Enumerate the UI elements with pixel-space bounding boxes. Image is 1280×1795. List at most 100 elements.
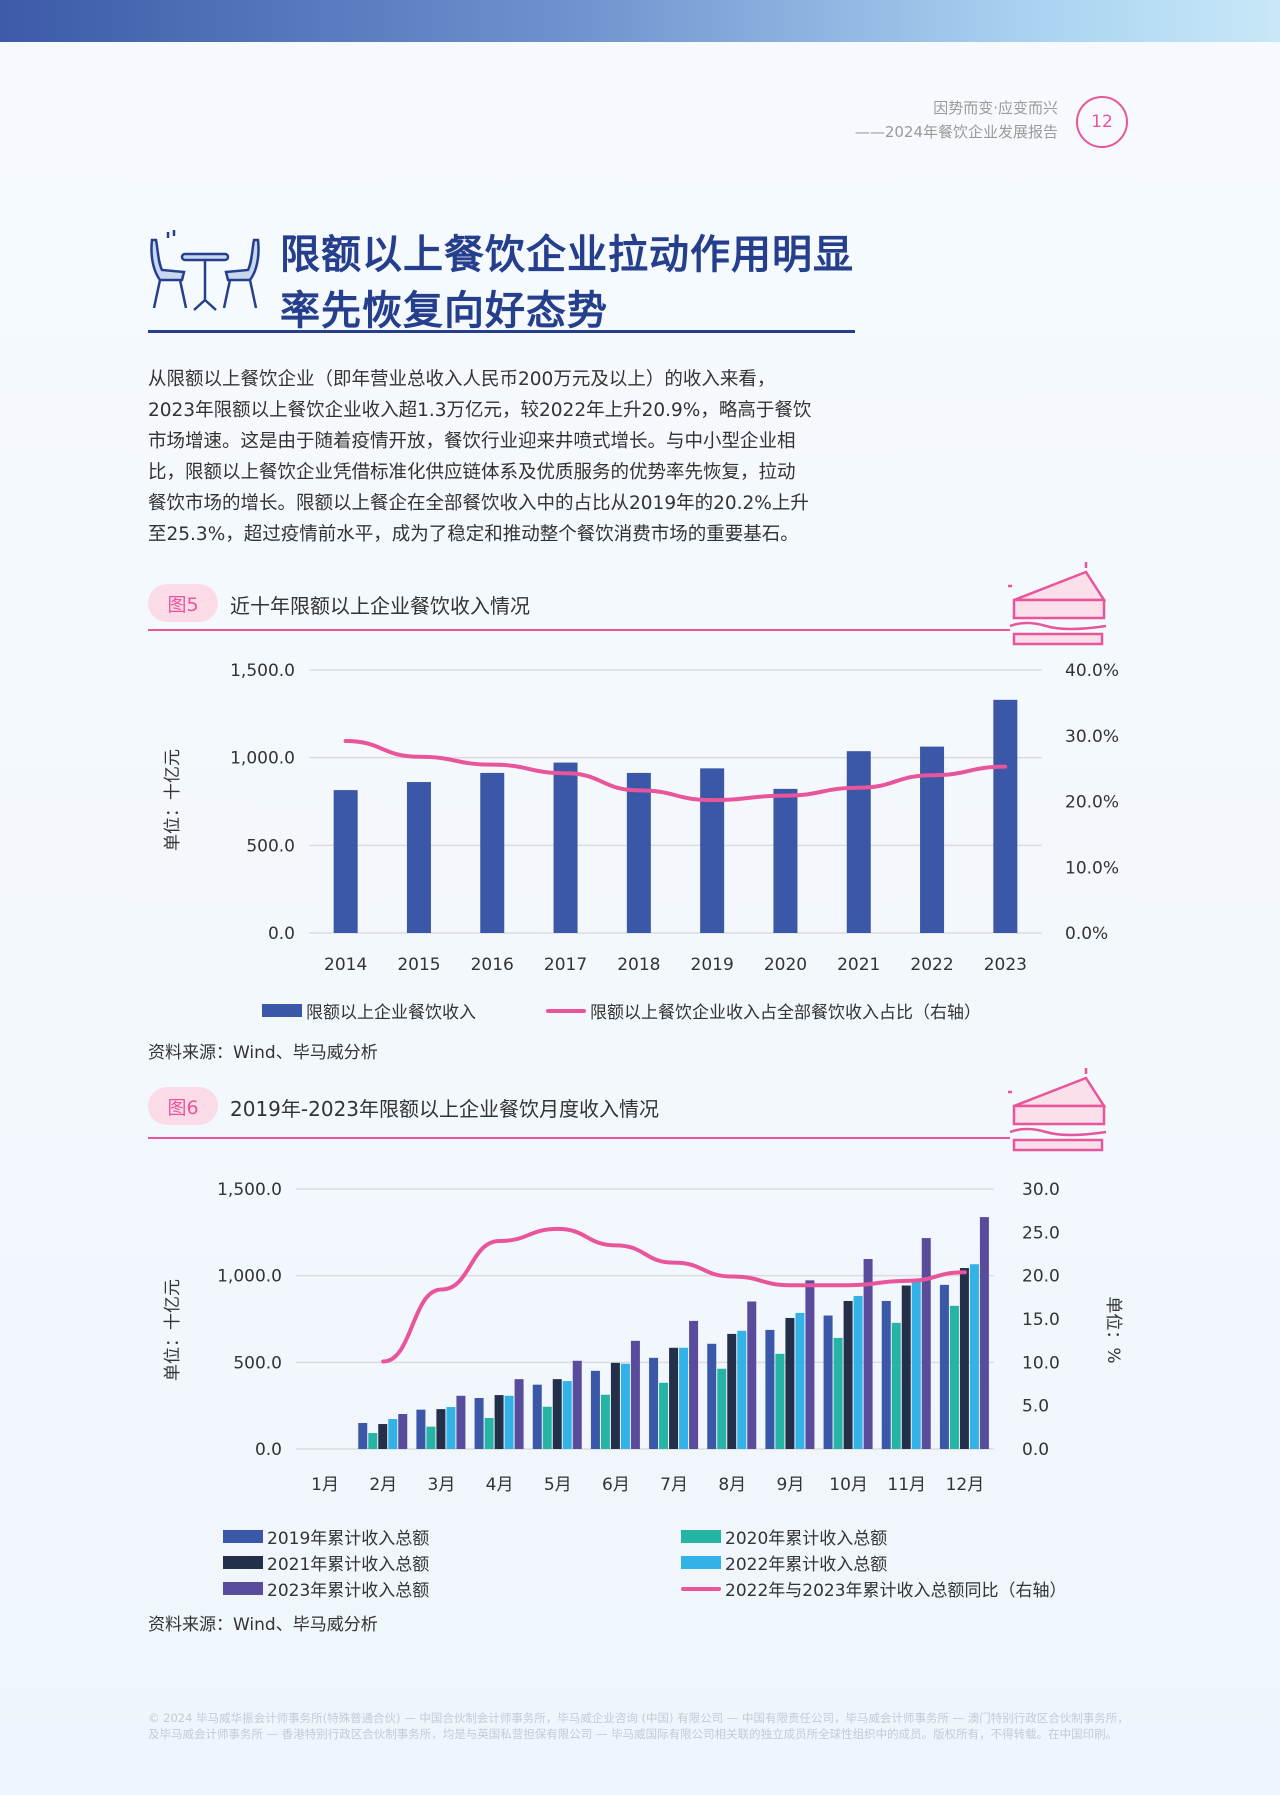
legend-item: 限额以上餐饮企业收入占全部餐饮收入占比（右轴）	[546, 998, 981, 1023]
y-axis-label: 单位：十亿元	[163, 1279, 183, 1381]
legend-item: 2019年累计收入总额	[223, 1524, 429, 1549]
bar	[979, 1217, 989, 1449]
bar	[843, 1300, 853, 1449]
copyright-footer: © 2024 毕马威华振会计师事务所(特殊普通合伙) — 中国合伙制会计师事务所…	[148, 1711, 1129, 1741]
figure-title: 近十年限额以上企业餐饮收入情况	[230, 594, 530, 618]
bar	[446, 1407, 456, 1449]
cake-icon	[1008, 1068, 1107, 1152]
legend-swatch	[223, 1530, 263, 1543]
y-tick-label: 0.0	[255, 1440, 282, 1460]
chart-monthly-revenue: 0.0 500.0 1,000.0 1,500.0 0.0 5.0 10.0 15.0 20.0…	[163, 1180, 1123, 1495]
legend-swatch	[681, 1530, 721, 1543]
figure-divider	[148, 1137, 1010, 1139]
title-underline	[148, 330, 855, 333]
legend-label: 限额以上餐饮企业收入占全部餐饮收入占比（右轴）	[590, 1003, 981, 1023]
bar	[727, 1333, 737, 1449]
y-axis-label: 单位：十亿元	[163, 749, 183, 851]
bar	[416, 1409, 426, 1449]
bar	[398, 1413, 408, 1449]
x-tick-label: 2023	[984, 955, 1027, 975]
x-tick-label: 6月	[602, 1475, 630, 1495]
bar	[542, 1406, 552, 1449]
bar	[378, 1424, 388, 1449]
bar	[484, 1417, 494, 1449]
legend-label: 2023年累计收入总额	[267, 1581, 430, 1601]
y-tick-label: 0.0	[268, 924, 295, 944]
bar	[553, 762, 578, 933]
legend-swatch	[546, 1008, 586, 1013]
bar	[707, 1343, 717, 1449]
legend-label: 2021年累计收入总额	[267, 1555, 430, 1575]
bar	[679, 1347, 689, 1449]
ratio-line	[381, 1226, 967, 1364]
bar	[775, 1353, 785, 1449]
legend-item: 限额以上企业餐饮收入	[262, 998, 476, 1023]
legend-swatch	[223, 1556, 263, 1569]
bar	[358, 1423, 368, 1449]
bar	[649, 1357, 659, 1449]
bar	[863, 1259, 873, 1449]
bar	[901, 1285, 911, 1449]
x-tick-label: 9月	[777, 1475, 805, 1495]
x-tick-label: 2017	[544, 955, 587, 975]
x-tick-label: 2021	[837, 955, 880, 975]
legend-item: 2023年累计收入总额	[223, 1576, 429, 1601]
x-tick-label: 2015	[397, 955, 440, 975]
x-tick-label: 1月	[311, 1475, 339, 1495]
legend-swatch	[223, 1582, 263, 1595]
y-tick-label: 1,500.0	[217, 1180, 282, 1200]
x-tick-label: 4月	[486, 1475, 514, 1495]
y-tick-label: 1,000.0	[217, 1267, 282, 1287]
source-note: 资料来源：Wind、毕马威分析	[148, 1043, 378, 1063]
paragraph-line: 比，限额以上餐饮企业凭借标准化供应链体系及优质服务的优势率先恢复，拉动	[148, 462, 796, 483]
legend-item: 2020年累计收入总额	[681, 1524, 887, 1549]
bar	[388, 1419, 398, 1449]
report-slogan: 因势而变·应变而兴	[933, 99, 1058, 117]
x-tick-label: 2016	[471, 955, 514, 975]
top-banner	[0, 0, 1280, 42]
bar	[846, 751, 871, 933]
page-title-line2: 率先恢复向好态势	[280, 288, 608, 334]
x-tick-label: 2022	[910, 955, 953, 975]
bar	[921, 1238, 931, 1449]
page-title-line1: 限额以上餐饮企业拉动作用明显	[280, 232, 854, 278]
paragraph-line: 从限额以上餐饮企业（即年营业总收入人民币200万元及以上）的收入来看，	[148, 369, 776, 390]
paragraph-line: 市场增速。这是由于随着疫情开放，餐饮行业迎来井喷式增长。与中小型企业相	[148, 431, 796, 452]
source-note: 资料来源：Wind、毕马威分析	[148, 1615, 378, 1635]
x-tick-label: 7月	[660, 1475, 688, 1495]
y2-tick-label: 30.0%	[1065, 727, 1119, 747]
bar	[805, 1280, 815, 1449]
paragraph-line: 餐饮市场的增长。限额以上餐企在全部餐饮收入中的占比从2019年的20.2%上升	[148, 493, 809, 514]
bar	[406, 782, 431, 933]
bar	[969, 1264, 979, 1449]
bar	[700, 768, 725, 933]
bar	[368, 1433, 378, 1449]
legend-label: 2022年累计收入总额	[725, 1555, 888, 1575]
ratio-line	[343, 739, 1008, 803]
bar	[552, 1379, 562, 1449]
x-tick-label: 10月	[829, 1475, 868, 1495]
page-number: 12	[1076, 96, 1128, 148]
bar	[993, 699, 1018, 933]
bar	[630, 1340, 640, 1449]
dining-table-icon	[150, 230, 260, 311]
figure-divider	[148, 629, 1010, 631]
x-tick-label: 12月	[946, 1475, 985, 1495]
bar	[620, 1363, 630, 1449]
legend-label: 2019年累计收入总额	[267, 1529, 430, 1549]
bar	[785, 1317, 795, 1449]
y2-tick-label: 20.0%	[1065, 793, 1119, 813]
bar	[504, 1395, 514, 1449]
y2-tick-label: 40.0%	[1065, 661, 1119, 681]
bar	[514, 1379, 524, 1449]
figure-tag: 图6	[148, 1087, 218, 1125]
bar	[610, 1362, 620, 1449]
bar	[959, 1268, 969, 1449]
legend-item: 2021年累计收入总额	[223, 1550, 429, 1575]
y-tick-label: 500.0	[246, 836, 295, 856]
x-tick-label: 3月	[428, 1475, 456, 1495]
legend-swatch	[262, 1004, 302, 1017]
cake-icon	[1008, 562, 1107, 646]
body-paragraph: 从限额以上餐饮企业（即年营业总收入人民币200万元及以上）的收入来看， 2023…	[148, 364, 868, 550]
bar	[891, 1322, 901, 1449]
